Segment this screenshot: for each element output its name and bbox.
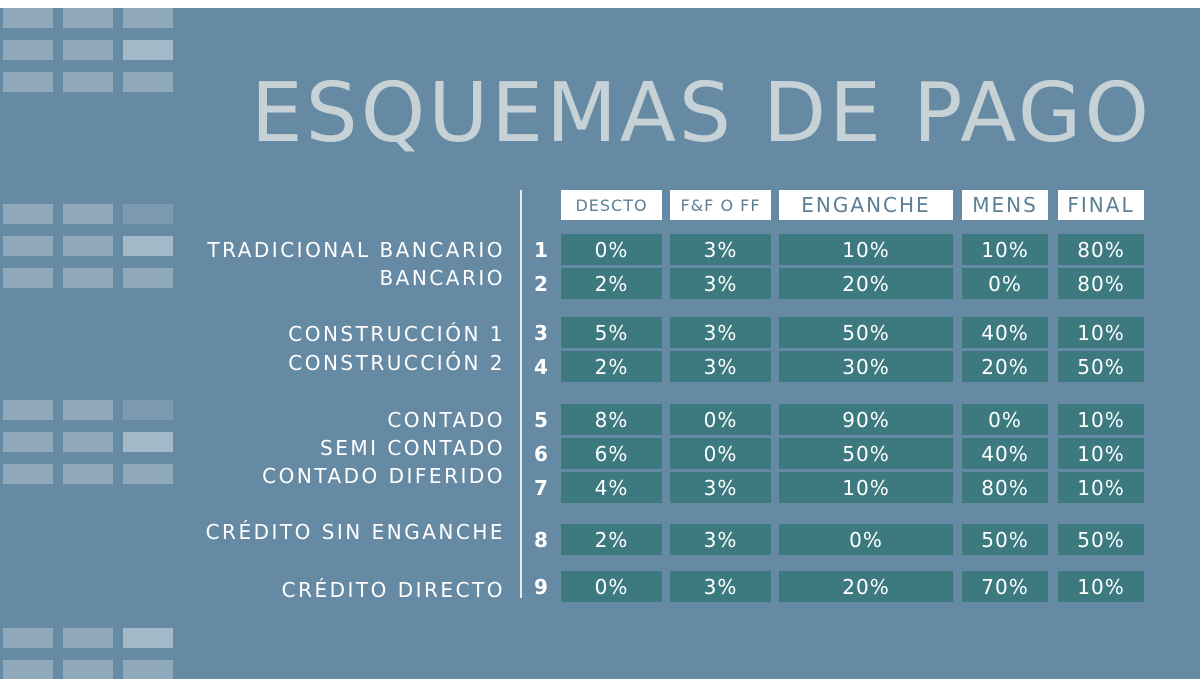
table-cell: 80% [1058, 268, 1144, 299]
table-cell: 0% [561, 234, 662, 265]
row-number: 2 [534, 272, 548, 296]
table-cell: 6% [561, 438, 662, 469]
decorative-tiles-upper-middle [3, 204, 173, 294]
table-cell: 2% [561, 524, 662, 555]
row-label: CONSTRUCCIÓN 2 [288, 351, 505, 375]
row-label: CRÉDITO SIN ENGANCHE [205, 520, 505, 544]
table-cell: 30% [779, 351, 953, 382]
row-label: TRADICIONAL BANCARIO [207, 238, 505, 262]
page-title: ESQUEMAS DE PAGO [250, 66, 1152, 161]
row-number: 7 [534, 476, 548, 500]
payment-schemes-slide: ESQUEMAS DE PAGO DESCTO F&F O FF ENGANCHE M… [0, 8, 1200, 679]
table-cell: 10% [1058, 404, 1144, 435]
table-cell: 0% [779, 524, 953, 555]
row-number: 6 [534, 442, 548, 466]
table-cell: 50% [1058, 351, 1144, 382]
table-cell: 40% [962, 317, 1048, 348]
table-cell: 70% [962, 571, 1048, 602]
table-cell: 3% [670, 571, 771, 602]
column-header: ENGANCHE [779, 190, 953, 220]
table-cell: 10% [1058, 438, 1144, 469]
column-header: DESCTO [561, 190, 662, 220]
row-label: CONTADO DIFERIDO [262, 464, 505, 488]
row-label: CRÉDITO DIRECTO [281, 578, 505, 602]
table-cell: 0% [561, 571, 662, 602]
column-header: FINAL [1058, 190, 1144, 220]
table-cell: 3% [670, 268, 771, 299]
table-cell: 0% [670, 404, 771, 435]
table-cell: 50% [1058, 524, 1144, 555]
table-cell: 20% [962, 351, 1048, 382]
table-cell: 3% [670, 234, 771, 265]
row-label: SEMI CONTADO [320, 436, 505, 460]
row-number: 3 [534, 321, 548, 345]
decorative-tiles-bottom [3, 628, 173, 679]
table-cell: 10% [1058, 317, 1144, 348]
table-cell: 0% [962, 268, 1048, 299]
column-header: F&F O FF [670, 190, 771, 220]
row-number: 5 [534, 408, 548, 432]
row-number: 1 [534, 238, 548, 262]
row-number: 9 [534, 575, 548, 599]
table-divider-line [520, 190, 522, 598]
row-label: BANCARIO [379, 266, 505, 290]
table-cell: 2% [561, 351, 662, 382]
row-label: CONSTRUCCIÓN 1 [288, 322, 505, 346]
table-cell: 10% [1058, 571, 1144, 602]
decorative-tiles-top [3, 8, 173, 98]
table-cell: 50% [779, 317, 953, 348]
table-cell: 80% [1058, 234, 1144, 265]
table-cell: 3% [670, 524, 771, 555]
row-label: CONTADO [387, 408, 505, 432]
table-cell: 80% [962, 472, 1048, 503]
table-cell: 3% [670, 472, 771, 503]
table-cell: 0% [962, 404, 1048, 435]
column-header: MENS [962, 190, 1048, 220]
table-cell: 4% [561, 472, 662, 503]
table-cell: 50% [962, 524, 1048, 555]
table-cell: 90% [779, 404, 953, 435]
decorative-tiles-lower-middle [3, 400, 173, 490]
table-cell: 3% [670, 351, 771, 382]
table-cell: 20% [779, 268, 953, 299]
table-cell: 8% [561, 404, 662, 435]
row-number: 8 [534, 528, 548, 552]
table-cell: 10% [1058, 472, 1144, 503]
table-cell: 10% [779, 234, 953, 265]
table-cell: 40% [962, 438, 1048, 469]
table-cell: 2% [561, 268, 662, 299]
table-cell: 20% [779, 571, 953, 602]
row-number: 4 [534, 355, 548, 379]
table-cell: 0% [670, 438, 771, 469]
table-cell: 5% [561, 317, 662, 348]
table-cell: 3% [670, 317, 771, 348]
table-cell: 10% [962, 234, 1048, 265]
table-cell: 10% [779, 472, 953, 503]
table-cell: 50% [779, 438, 953, 469]
